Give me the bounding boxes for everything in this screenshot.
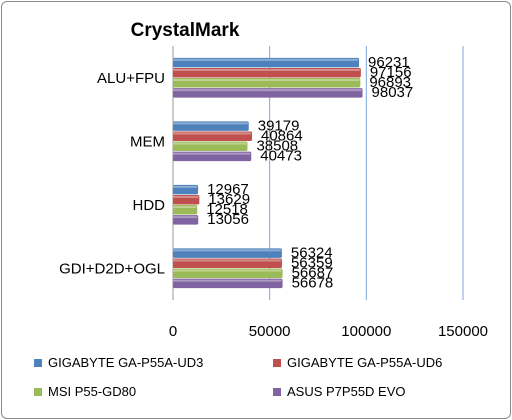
bar-highlight [173,185,198,188]
x-tick-label: 0 [169,323,177,340]
x-tick-label: 100000 [341,323,391,340]
data-label: 12518 [206,201,248,218]
bar-highlight [173,79,360,82]
bars [173,57,363,289]
legend-label: MSI P55-GD80 [48,384,136,399]
bar [173,67,361,78]
bar [173,131,253,141]
legend-label: ASUS P7P55D EVO [287,384,406,399]
data-label: 40473 [260,148,302,165]
bar-highlight [173,279,282,282]
x-tick-label: 50000 [249,323,291,340]
data-label: 56359 [291,254,333,271]
legend-label: GIGABYTE GA-P55A-UD3 [48,355,203,370]
bar [173,258,282,268]
bar-highlight [173,206,197,209]
category-labels: ALU+FPU MEM HDD GDI+D2D+OGL [59,70,165,278]
category-label: MEM [130,133,165,150]
bar-highlight [173,142,247,145]
data-label: 12967 [207,181,249,198]
data-label: 56687 [292,265,334,282]
legend: GIGABYTE GA-P55A-UD3 GIGABYTE GA-P55A-UD6… [34,355,442,399]
chart-title: CrystalMark [131,20,240,41]
bar [173,268,283,279]
bar-highlight [173,89,362,92]
bar-highlight [173,152,251,155]
data-label: 56678 [292,275,334,292]
data-label: 38508 [256,138,298,155]
data-label: 13629 [208,191,250,208]
bar [173,88,363,98]
data-label: 98037 [372,84,414,101]
bar-highlight [173,269,282,272]
data-label: 40864 [261,127,303,144]
bar [173,151,252,162]
legend-swatch [34,388,42,396]
bar [173,78,361,88]
bar-highlight [173,259,281,262]
bar [173,278,283,289]
x-tick-labels: 0 50000 100000 150000 [169,323,488,340]
bar [173,184,199,195]
legend-swatch [273,359,281,367]
legend-label: GIGABYTE GA-P55A-UD6 [287,355,442,370]
bar-highlight [173,249,281,252]
bar [173,141,248,152]
bar-highlight [173,122,248,125]
legend-swatch [273,388,281,396]
category-label: GDI+D2D+OGL [59,260,165,277]
bar-highlight [173,216,198,219]
data-label: 97156 [370,64,412,81]
category-label: ALU+FPU [97,70,165,87]
bar [173,194,200,205]
data-label: 56324 [291,244,333,261]
bar-highlight [173,195,199,198]
bar-highlight [173,58,359,61]
bar-highlight [173,132,252,135]
legend-swatch [34,359,42,367]
bar [173,121,249,131]
bar [173,205,198,215]
bar [173,215,199,225]
data-label: 96231 [368,54,410,71]
bar [173,248,282,258]
bar-highlight [173,68,360,71]
data-label: 96893 [369,74,411,91]
data-label: 39179 [258,117,300,134]
bar [173,57,360,68]
data-label: 13056 [207,211,249,228]
x-tick-label: 150000 [438,323,488,340]
category-label: HDD [133,197,166,214]
